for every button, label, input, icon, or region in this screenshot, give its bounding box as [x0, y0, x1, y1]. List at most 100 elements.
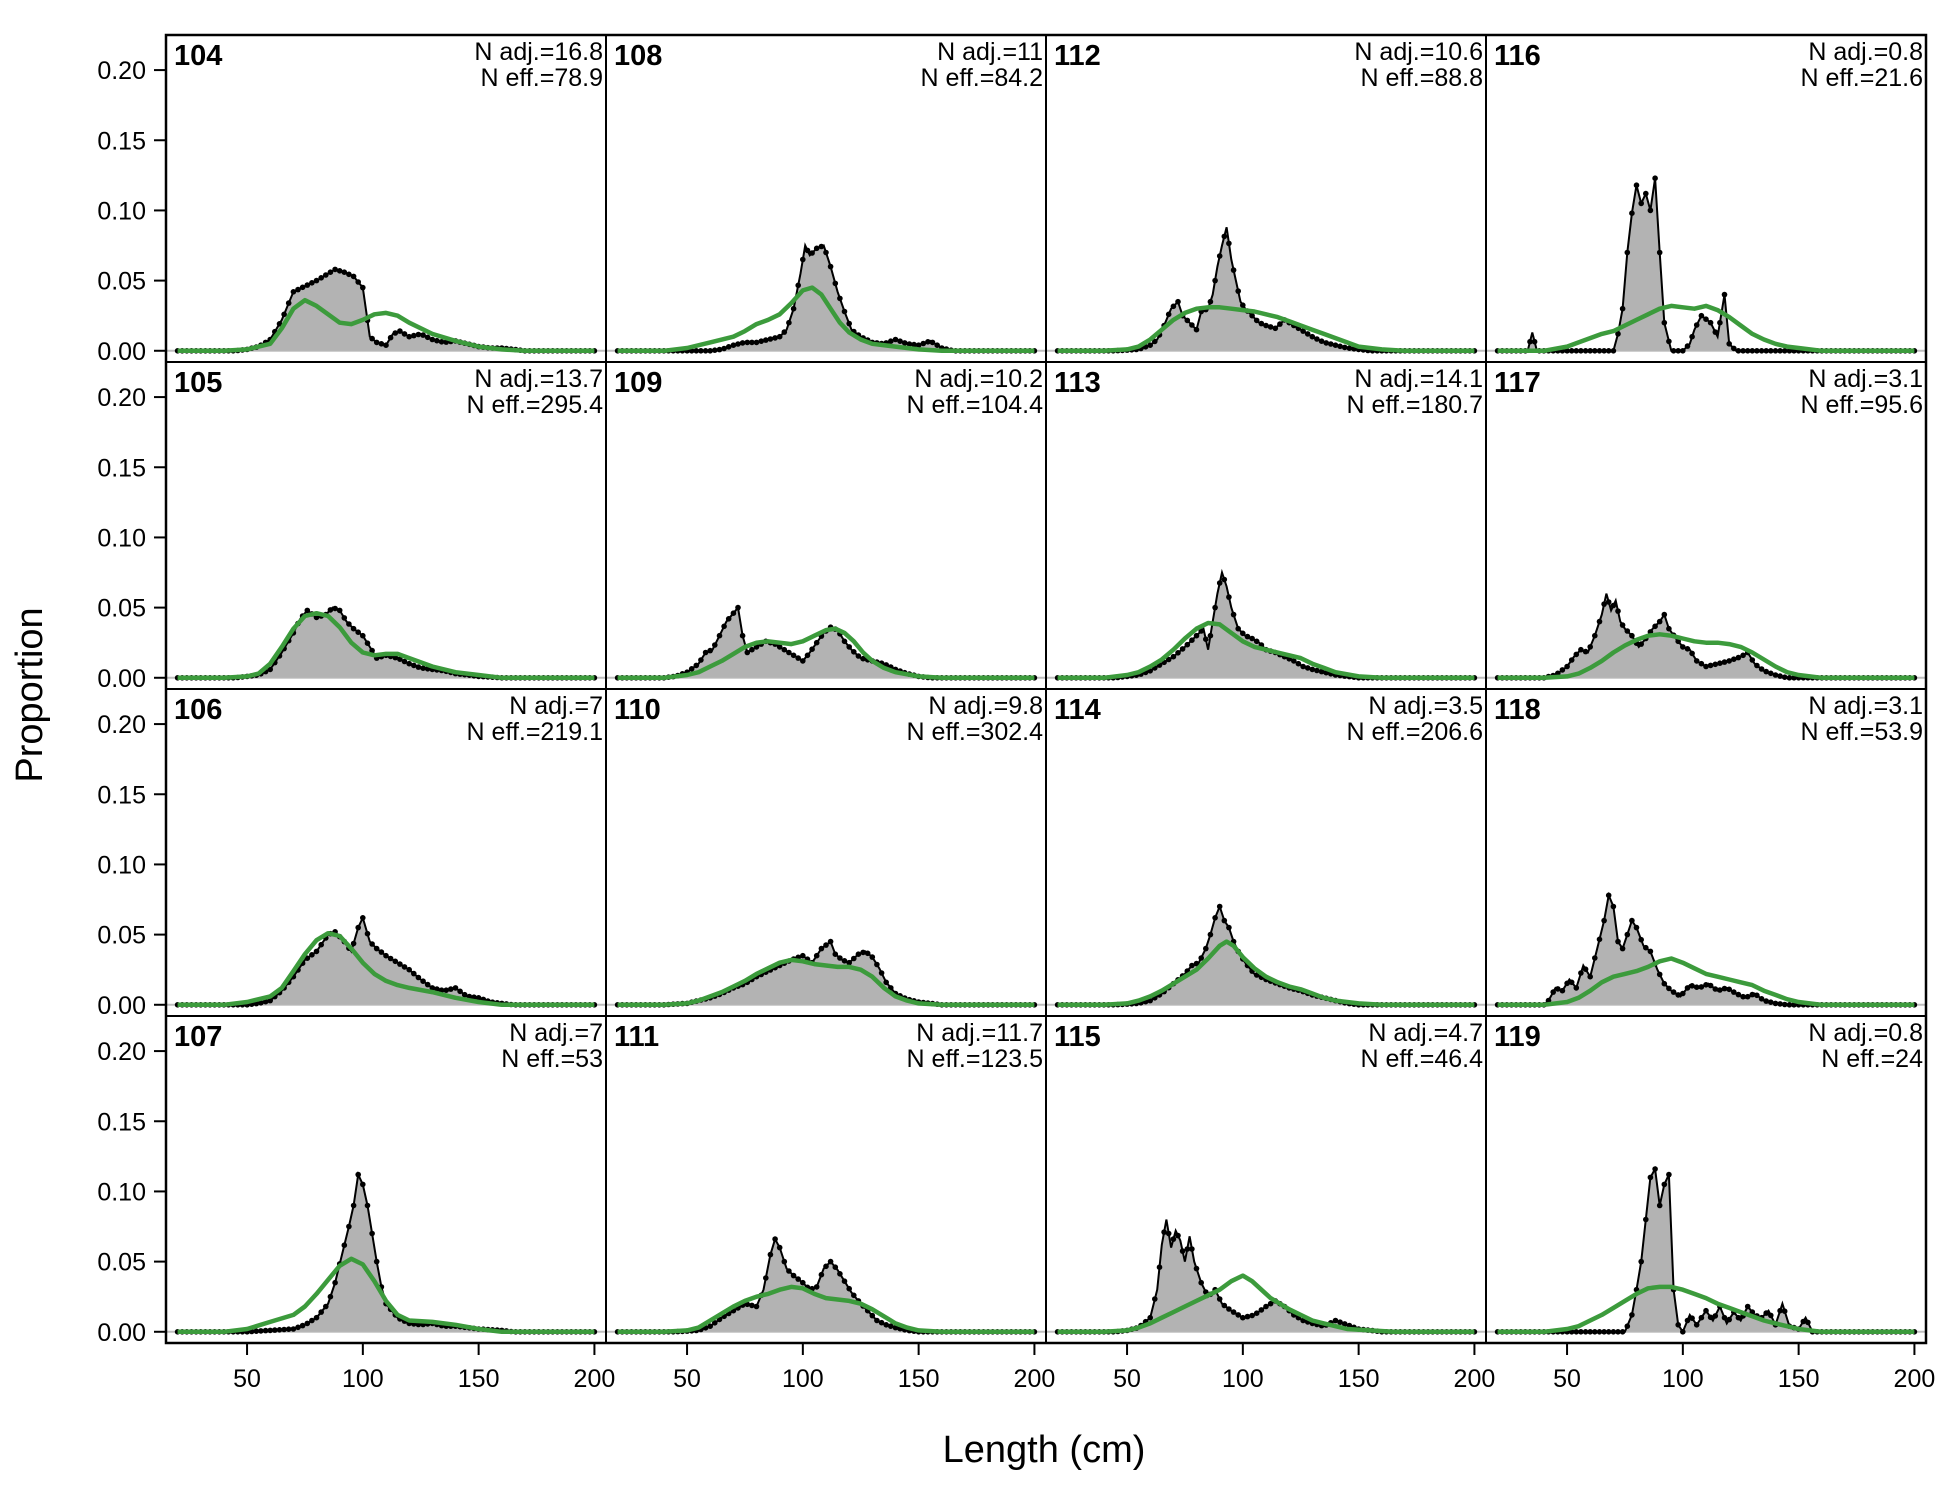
- observed-point: [1170, 653, 1177, 660]
- observed-point: [415, 331, 422, 338]
- observed-point: [1624, 628, 1631, 634]
- observed-point: [1680, 990, 1686, 997]
- observed-area: [177, 1174, 595, 1332]
- panel-111: 111 N adj.=11.7N eff.=123.5: [605, 1015, 1047, 1344]
- observed-point: [1318, 668, 1325, 675]
- observed-point: [776, 333, 783, 340]
- observed-point: [929, 339, 936, 346]
- observed-point: [827, 938, 834, 945]
- observed-point: [804, 652, 811, 659]
- observed-point: [846, 320, 852, 327]
- observed-point: [1203, 636, 1209, 642]
- observed-point: [1754, 992, 1760, 999]
- observed-point: [1619, 1329, 1626, 1335]
- observed-point: [290, 289, 297, 295]
- observed-point: [1235, 625, 1241, 632]
- observed-point: [772, 335, 778, 341]
- n-eff-label: N eff.=78.9: [480, 64, 603, 92]
- observed-point: [1689, 333, 1695, 340]
- observed-point: [346, 1223, 352, 1230]
- observed-point: [1605, 1329, 1612, 1335]
- observed-point: [1777, 1001, 1783, 1007]
- n-adj-label: N adj.=13.7: [474, 365, 603, 393]
- observed-point: [818, 1271, 825, 1278]
- observed-point: [429, 985, 436, 991]
- expected-line: [1497, 632, 1915, 681]
- n-eff-label: N eff.=180.7: [1347, 391, 1483, 419]
- observed-point: [1304, 331, 1311, 337]
- n-adj-label: N adj.=4.7: [1368, 1019, 1483, 1047]
- observed-point: [1175, 650, 1181, 656]
- observed-point: [369, 941, 375, 947]
- observed-point: [281, 1326, 287, 1333]
- observed-area: [177, 269, 595, 351]
- observed-point: [1666, 338, 1672, 345]
- observed-area: [177, 607, 595, 678]
- y-tick-label: 0.05: [97, 922, 146, 950]
- observed-point: [1346, 345, 1353, 352]
- observed-point: [790, 1272, 797, 1279]
- observed-point: [744, 339, 751, 346]
- y-tick-label: 0.15: [97, 454, 146, 482]
- observed-point: [1786, 675, 1793, 681]
- observed-point: [1786, 1002, 1793, 1008]
- observed-point: [841, 308, 848, 315]
- observed-point: [1698, 984, 1705, 990]
- observed-point: [1680, 348, 1686, 354]
- observed-point: [1610, 1329, 1617, 1335]
- observed-point: [397, 656, 403, 662]
- observed-point: [1184, 1246, 1191, 1252]
- observed-point: [299, 1322, 306, 1329]
- observed-point: [1156, 1264, 1163, 1270]
- observed-point: [1170, 303, 1177, 310]
- observed-point: [1768, 670, 1774, 677]
- observed-point: [781, 1258, 788, 1265]
- observed-point: [1800, 1318, 1807, 1325]
- observed-point: [1643, 944, 1649, 951]
- x-axis-label: Length (cm): [943, 1429, 1146, 1471]
- observed-point: [415, 974, 422, 981]
- observed-point: [1314, 336, 1320, 342]
- observed-point: [915, 342, 922, 349]
- observed-point: [1615, 331, 1621, 337]
- observed-area: [617, 607, 1035, 678]
- observed-point: [1179, 1248, 1186, 1254]
- observed-point: [809, 250, 815, 256]
- observed-point: [1564, 980, 1570, 987]
- observed-point: [313, 277, 320, 284]
- observed-point: [841, 638, 848, 645]
- observed-point: [1777, 673, 1783, 679]
- observed-point: [1624, 249, 1631, 256]
- expected-line: [177, 610, 595, 681]
- observed-point: [304, 1320, 311, 1327]
- observed-point: [1721, 291, 1728, 298]
- observed-point: [1786, 348, 1793, 354]
- n-adj-label: N adj.=9.8: [928, 692, 1043, 720]
- observed-point: [1703, 316, 1709, 323]
- observed-point: [1610, 602, 1617, 609]
- observed-point: [776, 644, 783, 650]
- observed-point: [1596, 348, 1603, 354]
- observed-point: [800, 1279, 806, 1286]
- panel-label: 119: [1494, 1021, 1541, 1053]
- panel-label: 106: [174, 694, 222, 726]
- observed-point: [369, 335, 375, 342]
- observed-point: [1629, 917, 1635, 924]
- panel-107: 107 N adj.=7N eff.=53: [165, 1015, 607, 1344]
- observed-point: [1735, 991, 1742, 998]
- observed-point: [1221, 1302, 1228, 1309]
- observed-point: [1587, 644, 1593, 650]
- observed-point: [401, 658, 408, 665]
- observed-point: [360, 915, 366, 921]
- expected-line: [1497, 956, 1915, 1008]
- observed-point: [1740, 652, 1746, 659]
- observed-area: [617, 941, 1035, 1005]
- observed-point: [1212, 604, 1218, 611]
- observed-point: [1314, 667, 1320, 674]
- observed-point: [1207, 298, 1214, 305]
- observed-point: [707, 348, 713, 354]
- observed-point: [276, 1327, 283, 1333]
- observed-point: [401, 964, 408, 970]
- observed-point: [313, 948, 320, 955]
- observed-point: [1777, 348, 1783, 354]
